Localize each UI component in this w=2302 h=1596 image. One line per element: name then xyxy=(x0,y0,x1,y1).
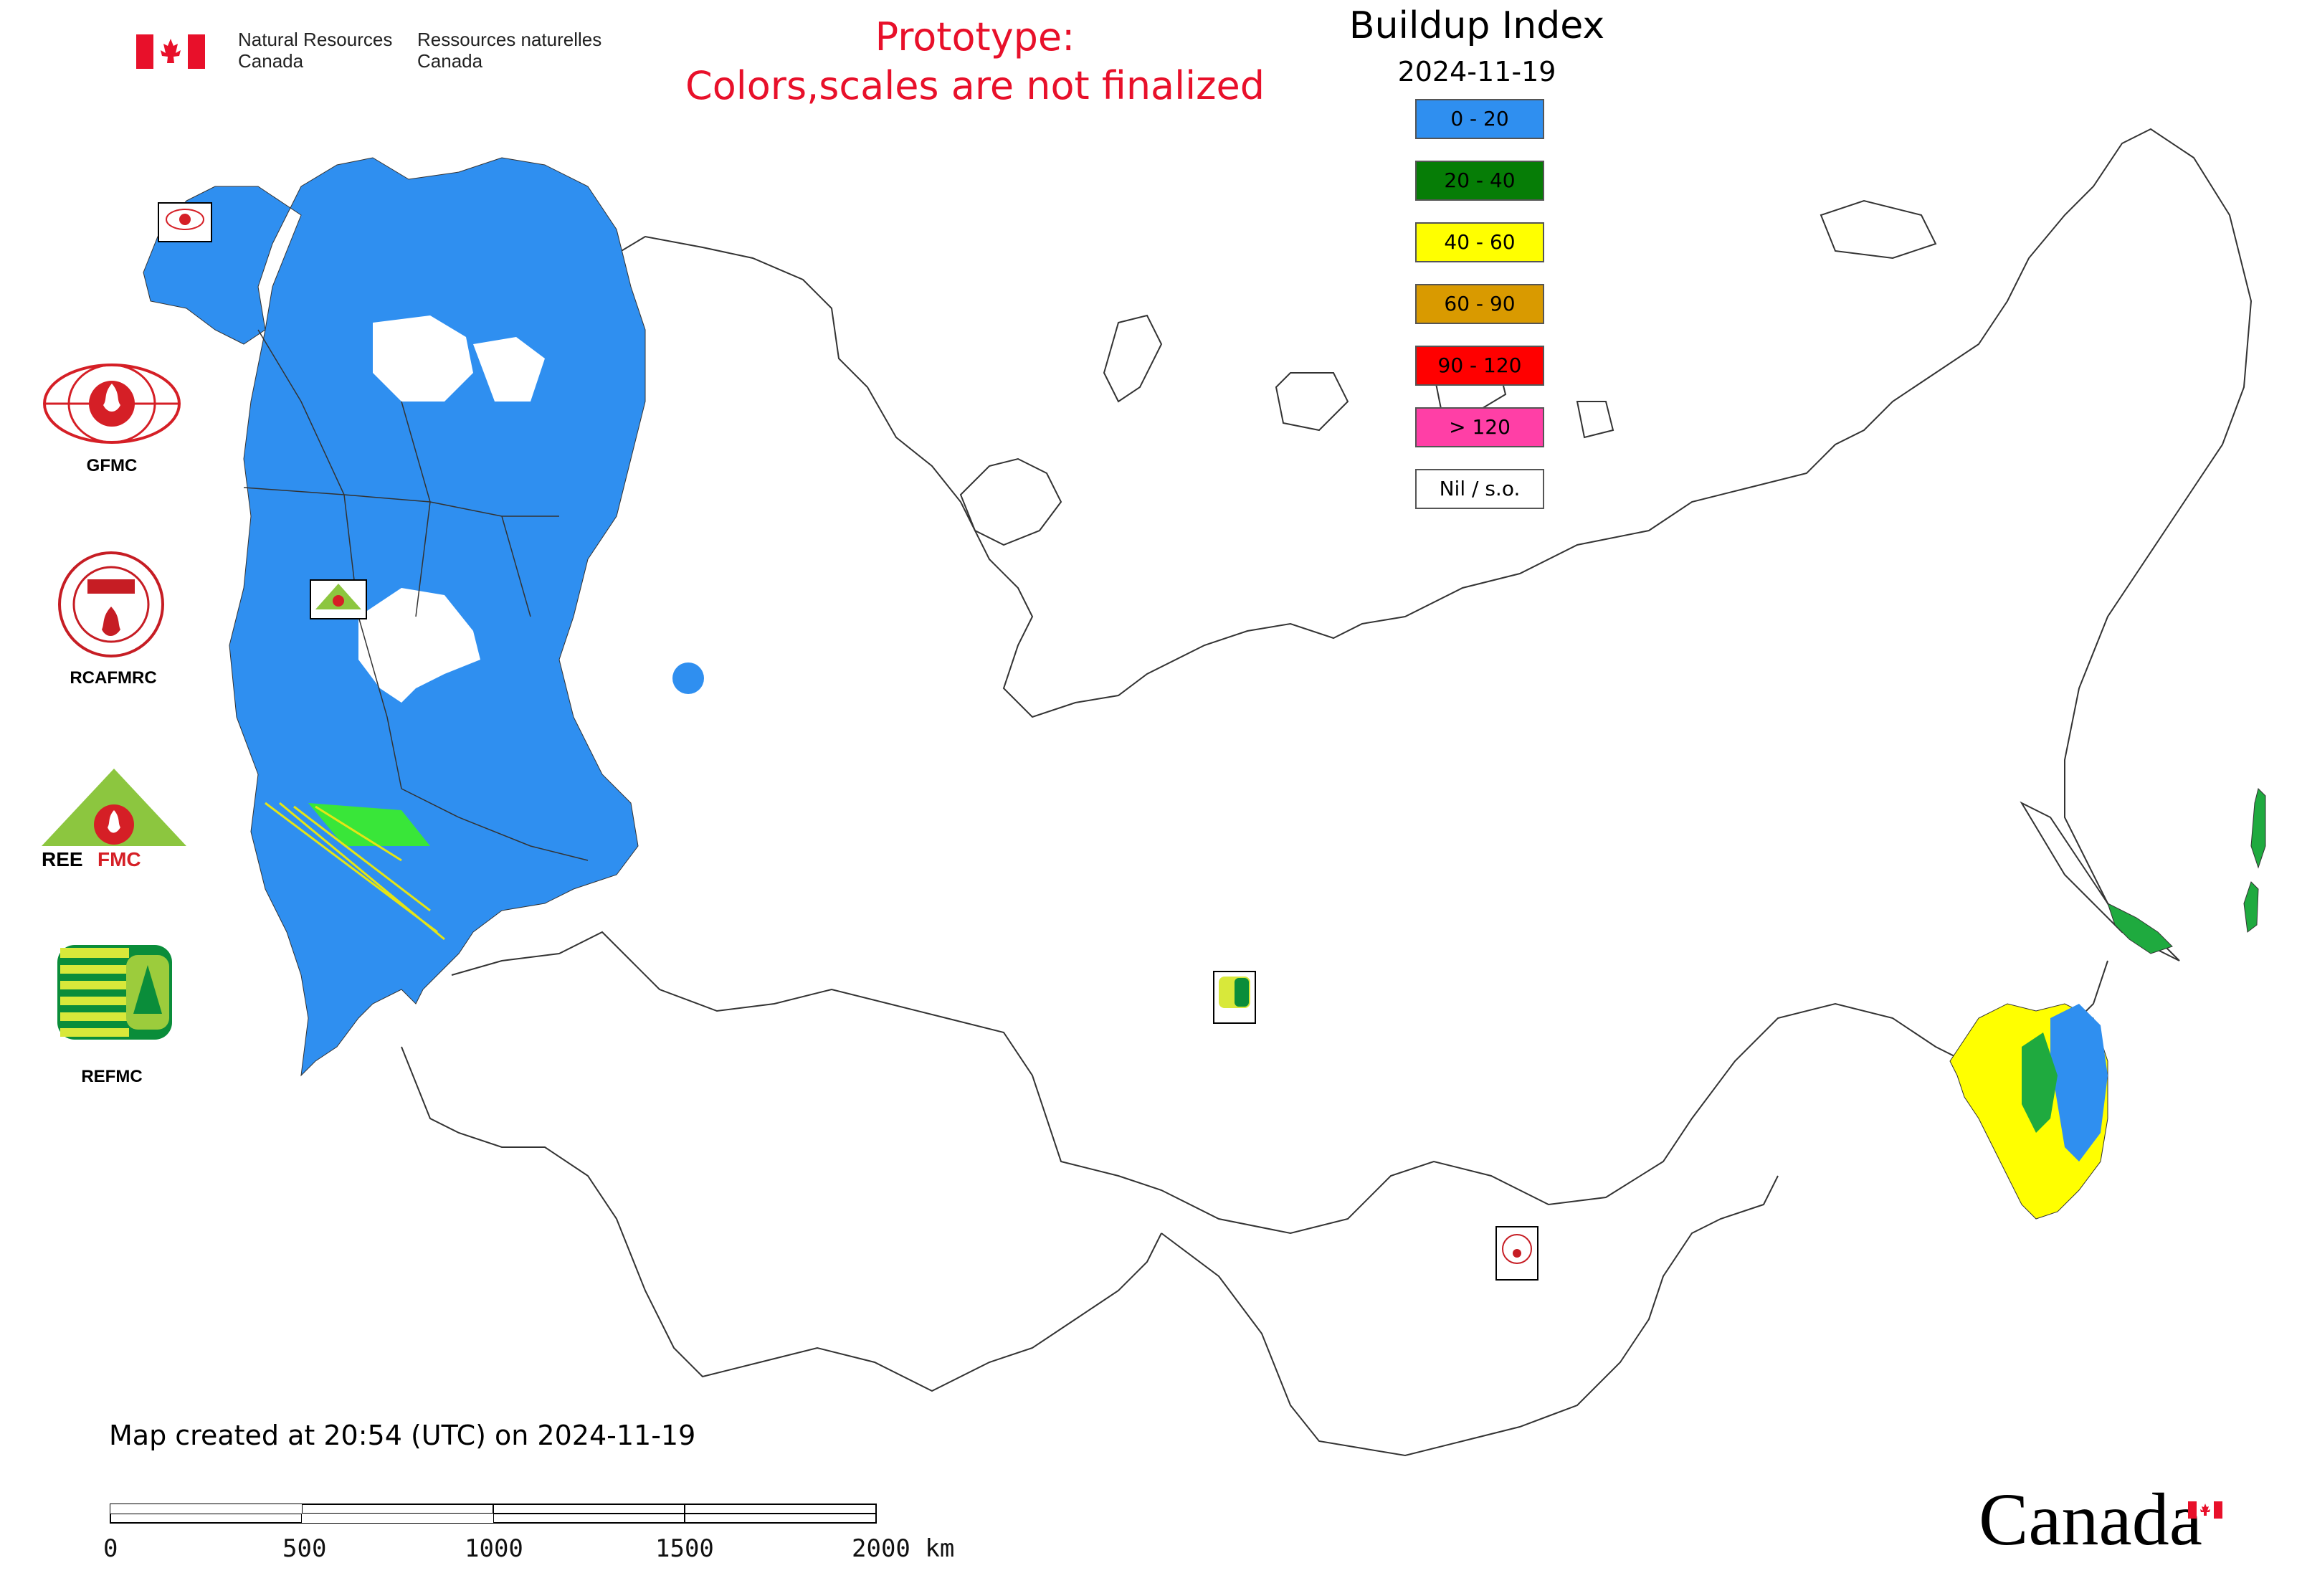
coverage-green-band xyxy=(308,803,430,846)
scale-label: 500 xyxy=(282,1534,327,1563)
refmc-mini-logo-icon xyxy=(1213,971,1256,1024)
org-label-gfmc: GFMC xyxy=(86,456,138,475)
scale-label: 1000 xyxy=(465,1534,523,1563)
reefmc-logo-icon: REE FMC xyxy=(39,769,189,870)
kamchatka-outline xyxy=(2020,801,2180,961)
legend-item: 20 - 40 xyxy=(1415,161,1544,201)
prototype-notice: Prototype: Colors,scales are not finaliz… xyxy=(617,13,1333,110)
coverage-blue-dot xyxy=(672,662,704,694)
russia-outline xyxy=(609,128,2253,933)
gfmc-logo-icon xyxy=(43,364,181,444)
arctic-islands xyxy=(959,199,1937,546)
canada-wordmark-text: Canada xyxy=(1979,1478,2202,1561)
coverage-fareast-green xyxy=(2022,1032,2058,1133)
prototype-line1: Prototype: xyxy=(875,14,1075,60)
map-date: 2024-11-19 xyxy=(1397,56,1556,87)
rcafmrc-mini-logo-icon xyxy=(1495,1226,1538,1281)
russia-south-border xyxy=(451,931,2108,1235)
agency-fr: Ressources naturelles Canada xyxy=(417,29,601,72)
rcafmrc-logo-icon xyxy=(58,551,164,657)
agency-en-line1: Natural Resources xyxy=(238,29,393,50)
canada-wordmark: Canada xyxy=(1979,1477,2202,1562)
svg-text:REE: REE xyxy=(42,848,83,870)
china-mongolia-outline xyxy=(1161,1175,1779,1457)
agency-en: Natural Resources Canada xyxy=(238,29,392,72)
agency-en-line2: Canada xyxy=(238,50,304,72)
agency-fr-line1: Ressources naturelles xyxy=(417,29,602,50)
nrcan-signature: Natural Resources Canada Ressources natu… xyxy=(136,29,624,79)
coverage-yellow-stripes xyxy=(265,802,445,941)
legend-item: Nil / s.o. xyxy=(1415,469,1544,509)
legend-item: 90 - 120 xyxy=(1415,346,1544,386)
scale-bar xyxy=(110,1504,877,1524)
lake-white xyxy=(358,315,545,703)
prototype-line2: Colors,scales are not finalized xyxy=(685,63,1265,108)
reefmc-mini-logo-icon xyxy=(310,579,367,619)
scale-label: 2000 km xyxy=(852,1534,955,1563)
canada-wordmark-flag-icon xyxy=(2188,1501,2222,1519)
sakhalin xyxy=(2107,903,2173,954)
scale-label: 1500 xyxy=(655,1534,714,1563)
gfmc-mini-logo-icon xyxy=(158,202,212,242)
province-borders xyxy=(243,329,589,861)
svg-text:FMC: FMC xyxy=(97,848,141,870)
canada-flag-icon xyxy=(136,34,205,69)
legend-item: 60 - 90 xyxy=(1415,284,1544,324)
coverage-fareast-blue xyxy=(2050,1004,2108,1162)
legend-item: > 120 xyxy=(1415,407,1544,447)
central-asia-outline xyxy=(401,1046,1162,1392)
agency-fr-line2: Canada xyxy=(417,50,483,72)
refmc-logo-icon xyxy=(57,945,172,1040)
legend-item: 40 - 60 xyxy=(1415,222,1544,262)
org-label-refmc: REFMC xyxy=(81,1067,143,1086)
scale-label: 0 xyxy=(103,1534,118,1563)
map-title: Buildup Index xyxy=(1349,4,1605,47)
org-label-rcafmrc: RCAFMRC xyxy=(70,668,157,688)
map-created-timestamp: Map created at 20:54 (UTC) on 2024-11-19 xyxy=(109,1420,696,1451)
kuril-islands xyxy=(2243,788,2266,933)
legend-item: 0 - 20 xyxy=(1415,99,1544,139)
